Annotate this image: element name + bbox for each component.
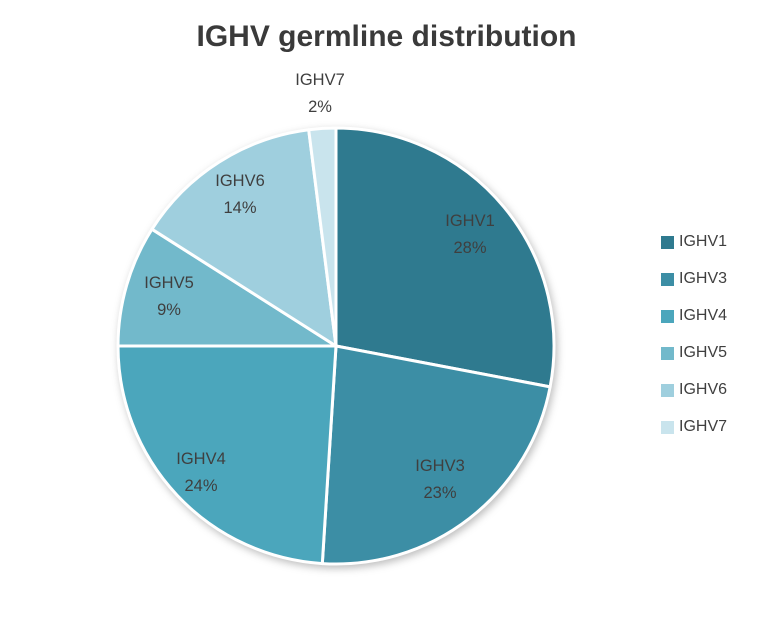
legend-label: IGHV6: [679, 381, 728, 398]
legend-item-ighv4[interactable]: IGHV4: [661, 307, 727, 325]
legend-swatch-icon: [661, 420, 674, 434]
pie-slice-ighv7[interactable]: [307, 126, 338, 348]
legend-label: IGHV1: [679, 233, 728, 250]
legend-swatch-icon: [661, 346, 674, 360]
legend-item-ighv1[interactable]: IGHV1: [661, 233, 727, 251]
pie-slice-ighv5[interactable]: [116, 227, 338, 348]
legend-label: IGHV3: [679, 270, 728, 287]
legend-label: IGHV7: [679, 418, 728, 435]
chart-title: IGHV germline distribution: [196, 20, 577, 53]
legend-swatch-icon: [661, 272, 674, 286]
legend-item-ighv6[interactable]: IGHV6: [661, 381, 727, 399]
legend-swatch-icon: [661, 235, 674, 249]
legend: IGHV1 IGHV3 IGHV4 IGHV5 IGHV6 IGHV7: [661, 233, 727, 436]
legend-item-ighv7[interactable]: IGHV7: [661, 418, 727, 436]
legend-item-ighv5[interactable]: IGHV5: [661, 344, 727, 362]
legend-item-ighv3[interactable]: IGHV3: [661, 270, 727, 288]
pie-slice-ighv6[interactable]: [150, 128, 338, 348]
legend-label: IGHV4: [679, 307, 728, 324]
slice-label-name: IGHV7: [295, 70, 345, 89]
pie-slice-ighv1[interactable]: [334, 126, 556, 389]
pie-slice-ighv3[interactable]: [320, 344, 552, 566]
legend-swatch-icon: [661, 309, 674, 323]
legend-label: IGHV5: [679, 344, 728, 361]
pie-chart: [116, 126, 556, 566]
legend-swatch-icon: [661, 383, 674, 397]
pie-slice-ighv4[interactable]: [116, 344, 338, 566]
